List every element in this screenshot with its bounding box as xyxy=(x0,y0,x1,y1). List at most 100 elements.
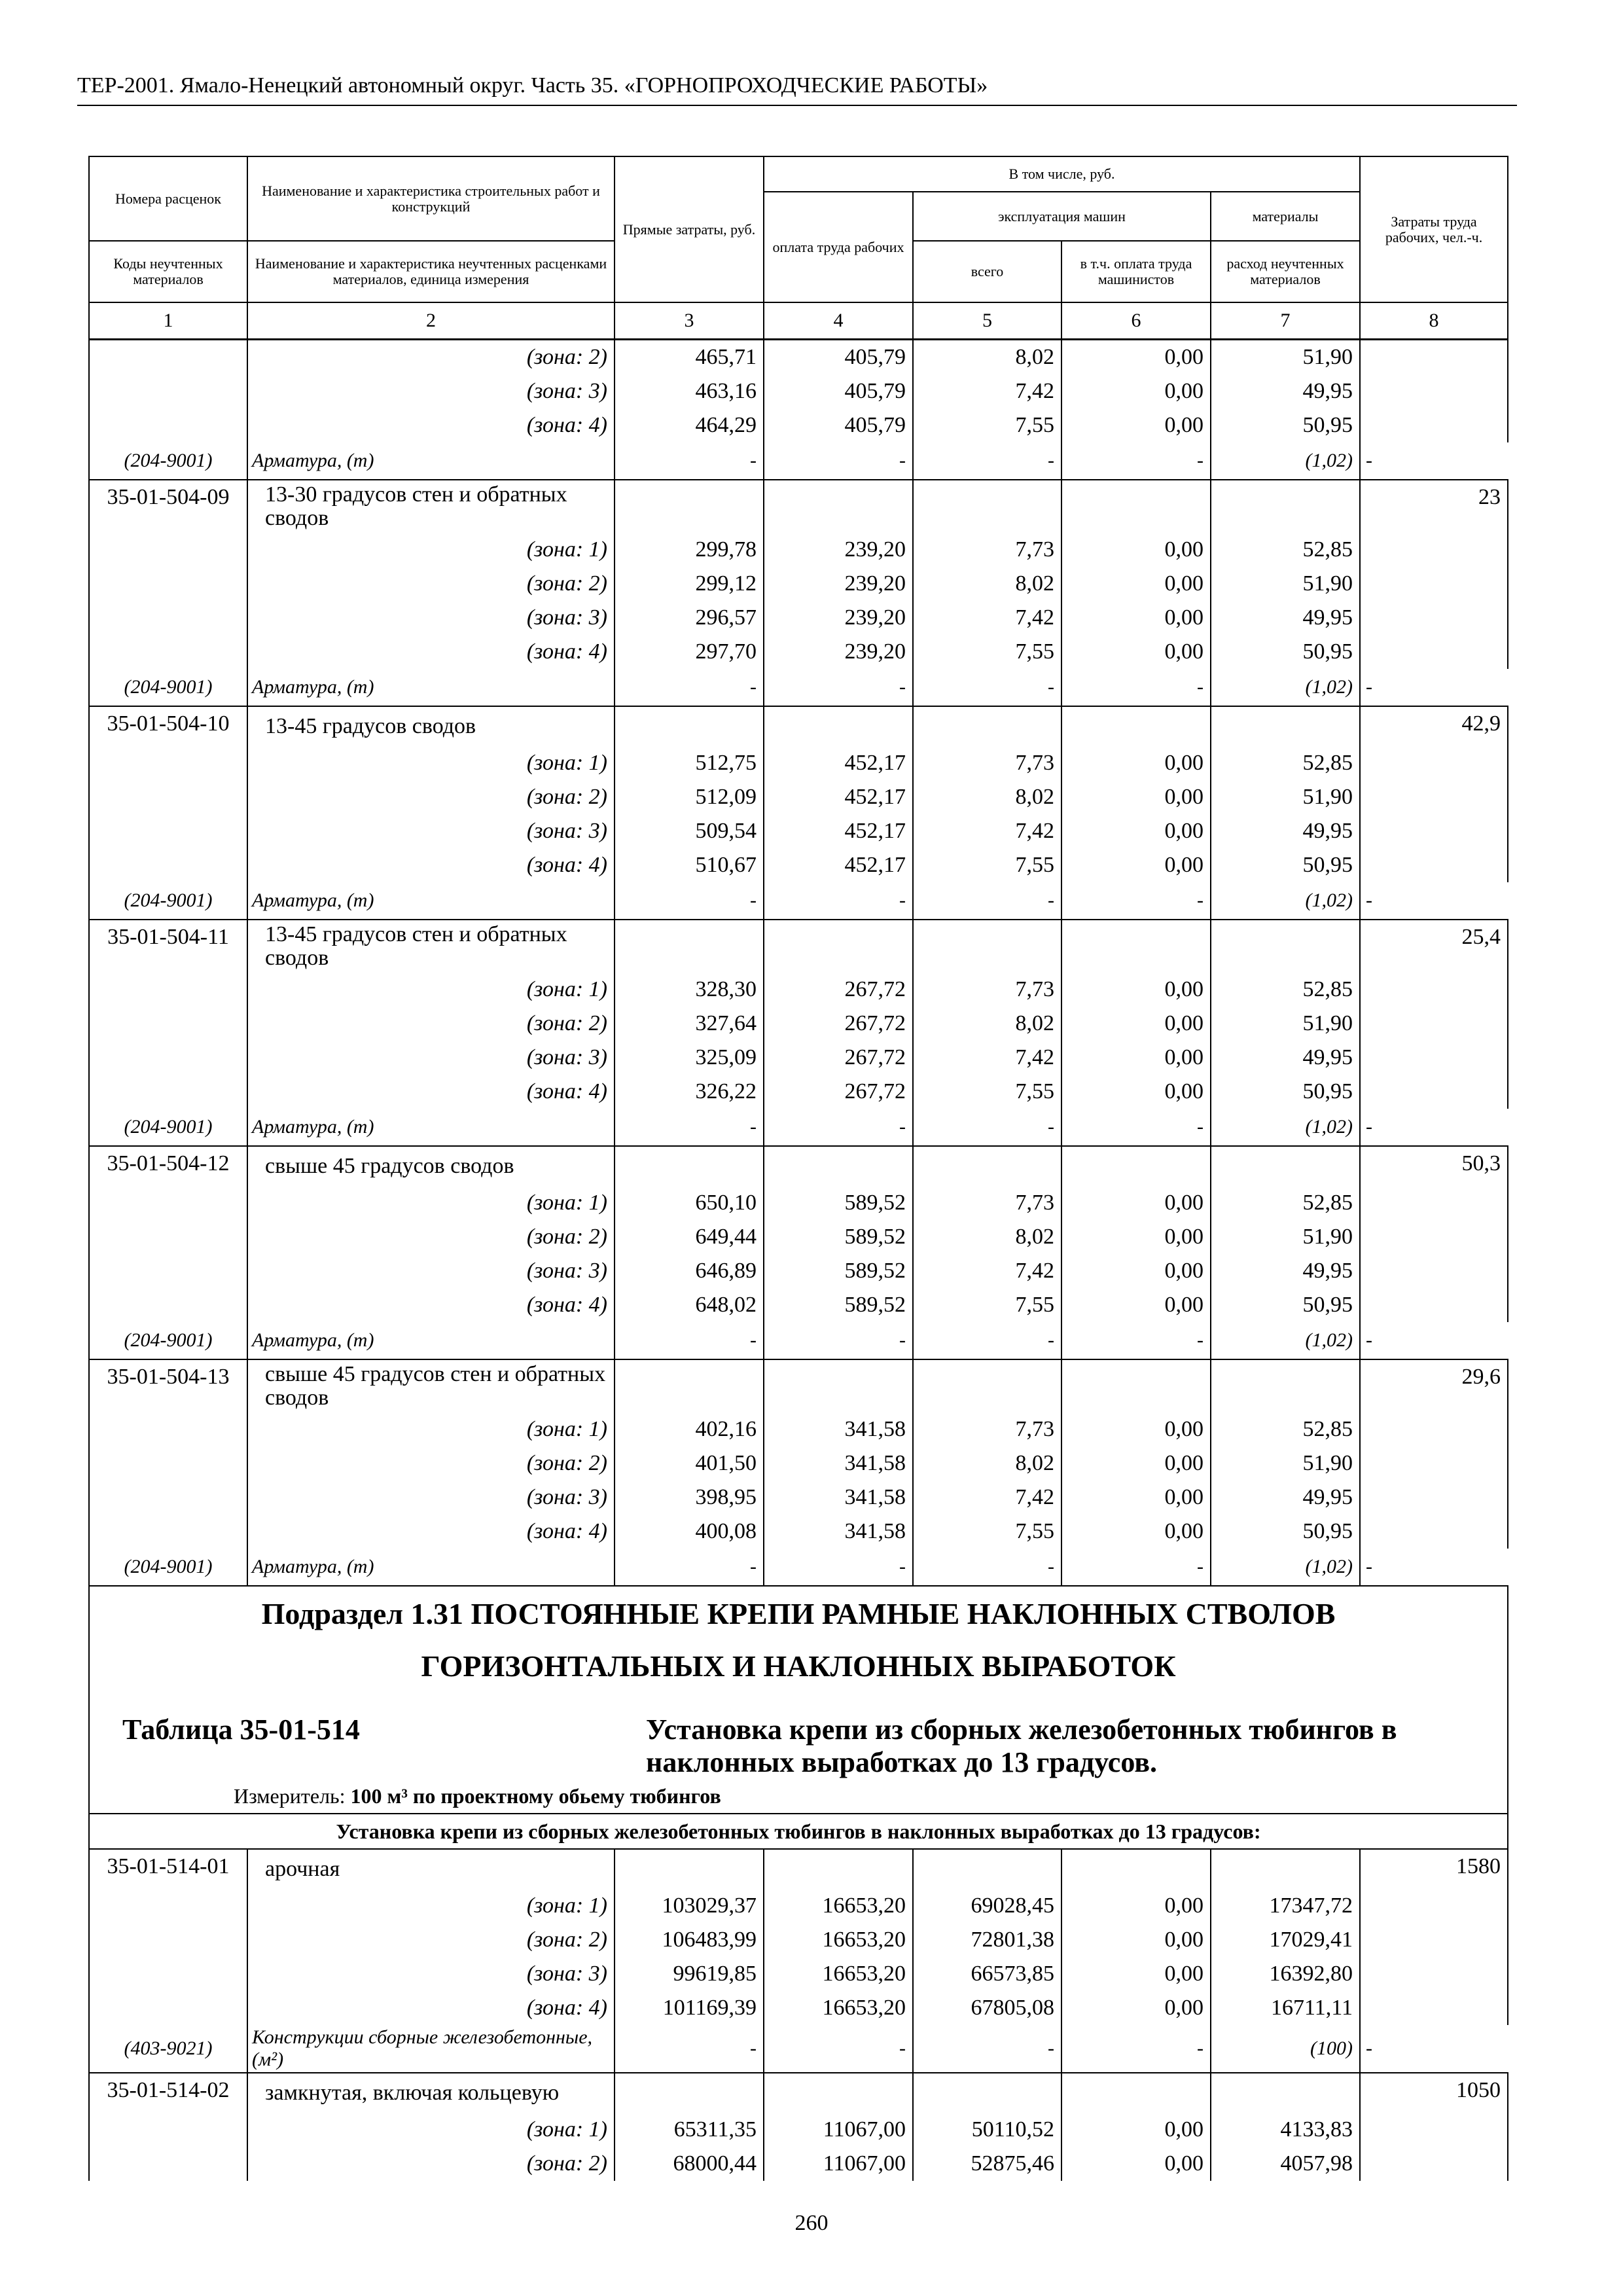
zone-value: 7,42 xyxy=(912,1254,1062,1288)
zone-label: (зона: 2) xyxy=(247,567,615,601)
zone-value: 0,00 xyxy=(1061,2113,1211,2147)
running-header: ТЕР-2001. Ямало-Ненецкий автономный окру… xyxy=(77,73,988,98)
rate-title: замкнутая, включая кольцевую xyxy=(247,2072,615,2113)
labor-value: 23 xyxy=(1359,479,1509,533)
zone-value: 299,78 xyxy=(614,533,764,567)
empty-cell xyxy=(763,919,914,973)
materials-header: материалы xyxy=(1209,191,1361,242)
empty-cell xyxy=(1359,374,1509,408)
zone-label: (зона: 4) xyxy=(247,1515,615,1549)
empty-cell xyxy=(1359,1991,1509,2025)
zone-value: 510,67 xyxy=(614,848,764,882)
empty-cell xyxy=(88,1075,248,1109)
empty-cell xyxy=(912,1145,1062,1186)
zone-row: (зона: 3) 99619,85 16653,20 66573,85 0,00 163… xyxy=(88,1957,1509,1991)
empty-cell xyxy=(88,1041,248,1075)
material-value: - xyxy=(614,882,764,920)
zone-row: (зона: 4) 326,22 267,72 7,55 0,00 50,95 xyxy=(88,1075,1509,1109)
empty-cell xyxy=(1359,1412,1509,1446)
empty-cell xyxy=(88,1007,248,1041)
measure-value: 100 м³ по проектному обьему тюбингов xyxy=(350,1784,721,1808)
zone-value: 0,00 xyxy=(1061,1446,1211,1480)
zone-value: 69028,45 xyxy=(912,1889,1062,1923)
zone-label: (зона: 4) xyxy=(247,1075,615,1109)
zone-value: 8,02 xyxy=(912,338,1062,374)
empty-cell xyxy=(912,1848,1062,1889)
zone-value: 239,20 xyxy=(763,635,914,669)
zone-value: 452,17 xyxy=(763,746,914,780)
column-number: 5 xyxy=(912,302,1062,340)
col4-header: оплата труда рабочих xyxy=(763,191,914,303)
zone-value: 16653,20 xyxy=(763,1889,914,1923)
zone-row: (зона: 4) 464,29 405,79 7,55 0,00 50,95 xyxy=(88,408,1509,442)
zone-value: 49,95 xyxy=(1209,814,1361,848)
column-number: 2 xyxy=(247,302,615,340)
empty-cell xyxy=(1061,2072,1211,2113)
material-value: - xyxy=(1061,442,1211,480)
column-number: 8 xyxy=(1359,302,1509,340)
zone-value: 101169,39 xyxy=(614,1991,764,2025)
zone-value: 51,90 xyxy=(1209,780,1361,814)
empty-cell xyxy=(1209,1145,1361,1186)
zone-label: (зона: 4) xyxy=(247,848,615,882)
col2-top-header: Наименование и характеристика строительн… xyxy=(247,156,615,242)
zone-label: (зона: 2) xyxy=(247,1923,615,1957)
zone-value: 7,42 xyxy=(912,601,1062,635)
zone-value: 7,55 xyxy=(912,1075,1062,1109)
zone-label: (зона: 2) xyxy=(247,780,615,814)
page-number: 260 xyxy=(794,2211,829,2235)
column-number: 1 xyxy=(88,302,248,340)
zone-label: (зона: 3) xyxy=(247,1480,615,1515)
empty-cell xyxy=(1061,919,1211,973)
zone-value: 296,57 xyxy=(614,601,764,635)
material-code: (204-9001) xyxy=(88,669,248,706)
empty-cell xyxy=(614,919,764,973)
column-number: 3 xyxy=(614,302,764,340)
zone-value: 0,00 xyxy=(1061,1041,1211,1075)
zone-label: (зона: 4) xyxy=(247,408,615,442)
zone-row: (зона: 2) 401,50 341,58 8,02 0,00 51,90 xyxy=(88,1446,1509,1480)
zone-row: (зона: 1) 512,75 452,17 7,73 0,00 52,85 xyxy=(88,746,1509,780)
zone-value: 8,02 xyxy=(912,567,1062,601)
zone-row: (зона: 4) 510,67 452,17 7,55 0,00 50,95 xyxy=(88,848,1509,882)
zone-value: 7,73 xyxy=(912,1412,1062,1446)
zone-row: (зона: 2) 68000,44 11067,00 52875,46 0,00 405… xyxy=(88,2147,1509,2181)
material-value: (1,02) xyxy=(1209,1109,1361,1146)
empty-cell xyxy=(88,814,248,848)
empty-cell xyxy=(1209,479,1361,533)
zone-value: 7,42 xyxy=(912,1480,1062,1515)
zone-value: 8,02 xyxy=(912,1446,1062,1480)
zone-value: 7,55 xyxy=(912,848,1062,882)
zone-value: 0,00 xyxy=(1061,1480,1211,1515)
empty-cell xyxy=(763,1145,914,1186)
zone-value: 66573,85 xyxy=(912,1957,1062,1991)
material-row: (204-9001) Арматура, (т) - - - - (1,02) - xyxy=(88,1549,1508,1586)
zone-label: (зона: 1) xyxy=(247,746,615,780)
zone-value: 50,95 xyxy=(1209,635,1361,669)
zone-value: 299,12 xyxy=(614,567,764,601)
empty-cell xyxy=(912,2072,1062,2113)
rate-title: 13-45 градусов стен и обратных сводов xyxy=(247,919,615,973)
zone-row: (зона: 4) 648,02 589,52 7,55 0,00 50,95 xyxy=(88,1288,1509,1322)
zone-value: 327,64 xyxy=(614,1007,764,1041)
empty-cell xyxy=(1359,1288,1509,1322)
zone-value: 239,20 xyxy=(763,567,914,601)
empty-cell xyxy=(88,780,248,814)
empty-cell xyxy=(1359,1957,1509,1991)
zone-value: 4057,98 xyxy=(1209,2147,1361,2181)
zone-value: 267,72 xyxy=(763,1075,914,1109)
rate-title: свыше 45 градусов стен и обратных сводов xyxy=(247,1359,615,1412)
empty-cell xyxy=(1359,1515,1509,1549)
empty-cell xyxy=(1359,338,1509,374)
empty-cell xyxy=(912,1359,1062,1412)
empty-cell xyxy=(1359,635,1509,669)
empty-cell xyxy=(763,479,914,533)
material-value: - xyxy=(614,1109,764,1146)
zone-row: (зона: 2) 465,71 405,79 8,02 0,00 51,90 xyxy=(88,338,1509,374)
zone-row: (зона: 2) 327,64 267,72 8,02 0,00 51,90 xyxy=(88,1007,1509,1041)
zone-value: 649,44 xyxy=(614,1220,764,1254)
material-value: - xyxy=(763,669,914,706)
zone-value: 239,20 xyxy=(763,533,914,567)
empty-cell xyxy=(88,1186,248,1220)
